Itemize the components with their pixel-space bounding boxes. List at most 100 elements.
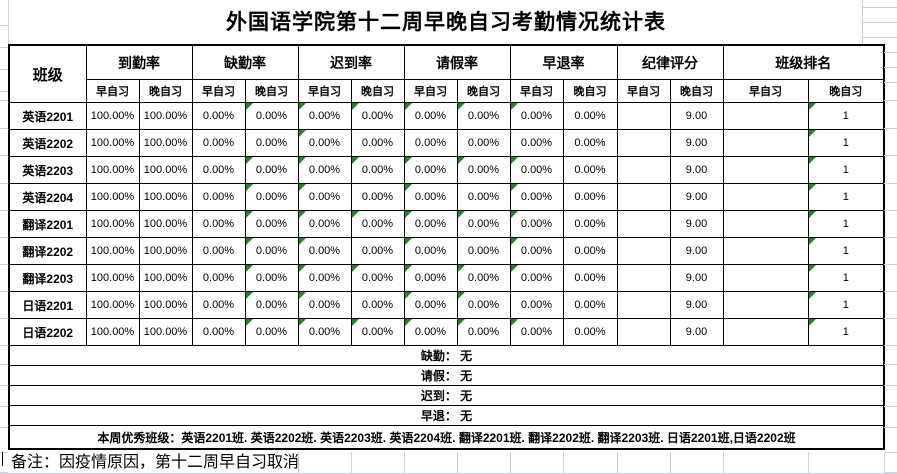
class-name-cell[interactable]: 日语2201 [8,291,87,319]
value-cell[interactable]: 0.00% [244,291,299,319]
class-name-cell[interactable]: 英语2202 [8,129,87,157]
value-cell[interactable]: 1 [807,129,885,157]
value-cell[interactable]: 0.00% [297,264,352,292]
header-sub[interactable]: 晚自习 [350,79,405,103]
value-cell[interactable]: 0.00% [350,237,405,265]
value-cell[interactable]: 0.00% [191,129,246,157]
value-cell[interactable]: 0.00% [350,156,405,184]
class-name-cell[interactable]: 翻译2203 [8,264,87,292]
value-cell[interactable] [722,264,809,292]
value-cell[interactable]: 1 [807,102,885,130]
value-cell[interactable]: 0.00% [509,102,564,130]
value-cell[interactable]: 0.00% [403,210,458,238]
value-cell[interactable] [722,102,809,130]
header-sub[interactable]: 晚自习 [562,79,618,103]
header-class[interactable]: 班级 [8,44,87,103]
value-cell[interactable]: 0.00% [244,183,299,211]
value-cell[interactable] [722,183,809,211]
class-name-cell[interactable]: 翻译2202 [8,237,87,265]
value-cell[interactable]: 9.00 [669,129,724,157]
value-cell[interactable]: 0.00% [562,264,618,292]
value-cell[interactable]: 9.00 [669,291,724,319]
summary-cell[interactable]: 缺勤： 无 [8,345,885,366]
value-cell[interactable]: 100.00% [138,264,193,292]
summary-cell[interactable]: 迟到： 无 [8,385,885,406]
value-cell[interactable]: 0.00% [350,102,405,130]
value-cell[interactable]: 100.00% [138,129,193,157]
value-cell[interactable]: 0.00% [403,237,458,265]
header-sub[interactable]: 早自习 [616,79,671,103]
header-sub[interactable]: 早自习 [85,79,140,103]
value-cell[interactable]: 0.00% [350,291,405,319]
value-cell[interactable] [616,156,671,184]
value-cell[interactable]: 100.00% [85,129,140,157]
value-cell[interactable]: 0.00% [509,210,564,238]
value-cell[interactable] [722,129,809,157]
value-cell[interactable]: 0.00% [509,237,564,265]
value-cell[interactable]: 1 [807,237,885,265]
value-cell[interactable]: 0.00% [562,129,618,157]
value-cell[interactable]: 0.00% [297,237,352,265]
value-cell[interactable]: 0.00% [191,183,246,211]
value-cell[interactable]: 1 [807,210,885,238]
value-cell[interactable]: 0.00% [244,156,299,184]
class-name-cell[interactable]: 英语2203 [8,156,87,184]
value-cell[interactable]: 0.00% [509,129,564,157]
value-cell[interactable]: 0.00% [191,102,246,130]
value-cell[interactable]: 0.00% [456,264,511,292]
value-cell[interactable]: 0.00% [244,237,299,265]
value-cell[interactable]: 0.00% [562,291,618,319]
header-group[interactable]: 缺勤率 [191,44,299,80]
value-cell[interactable]: 100.00% [85,156,140,184]
class-name-cell[interactable]: 英语2204 [8,183,87,211]
value-cell[interactable]: 0.00% [456,129,511,157]
value-cell[interactable]: 100.00% [85,102,140,130]
value-cell[interactable]: 0.00% [191,210,246,238]
value-cell[interactable]: 0.00% [403,318,458,346]
header-group[interactable]: 班级排名 [722,44,885,80]
header-group[interactable]: 到勤率 [85,44,193,80]
header-sub[interactable]: 早自习 [722,79,809,103]
value-cell[interactable]: 0.00% [191,291,246,319]
value-cell[interactable]: 9.00 [669,264,724,292]
value-cell[interactable]: 0.00% [456,210,511,238]
class-name-cell[interactable]: 英语2201 [8,102,87,130]
value-cell[interactable]: 0.00% [297,156,352,184]
value-cell[interactable]: 9.00 [669,156,724,184]
value-cell[interactable] [616,183,671,211]
value-cell[interactable]: 0.00% [297,318,352,346]
value-cell[interactable] [616,129,671,157]
value-cell[interactable]: 0.00% [456,183,511,211]
value-cell[interactable]: 0.00% [562,318,618,346]
class-name-cell[interactable]: 翻译2201 [8,210,87,238]
value-cell[interactable] [616,318,671,346]
value-cell[interactable]: 0.00% [509,318,564,346]
value-cell[interactable]: 0.00% [403,102,458,130]
header-sub[interactable]: 晚自习 [456,79,511,103]
value-cell[interactable]: 0.00% [244,102,299,130]
value-cell[interactable] [616,264,671,292]
value-cell[interactable]: 100.00% [85,264,140,292]
value-cell[interactable] [722,291,809,319]
value-cell[interactable]: 0.00% [562,237,618,265]
value-cell[interactable]: 0.00% [456,237,511,265]
header-sub[interactable]: 晚自习 [807,79,885,103]
value-cell[interactable]: 1 [807,183,885,211]
value-cell[interactable] [722,318,809,346]
excellent-classes-cell[interactable]: 本周优秀班级：英语2201班. 英语2202班. 英语2203班. 英语2204… [8,425,885,450]
value-cell[interactable]: 0.00% [244,318,299,346]
class-name-cell[interactable]: 日语2202 [8,318,87,346]
value-cell[interactable]: 9.00 [669,102,724,130]
value-cell[interactable]: 0.00% [403,291,458,319]
header-sub[interactable]: 早自习 [509,79,564,103]
value-cell[interactable]: 0.00% [244,129,299,157]
value-cell[interactable] [616,237,671,265]
header-sub[interactable]: 早自习 [191,79,246,103]
value-cell[interactable]: 100.00% [138,210,193,238]
value-cell[interactable]: 0.00% [403,183,458,211]
value-cell[interactable]: 0.00% [562,156,618,184]
value-cell[interactable]: 0.00% [297,210,352,238]
value-cell[interactable]: 1 [807,156,885,184]
value-cell[interactable]: 0.00% [297,129,352,157]
value-cell[interactable]: 0.00% [191,318,246,346]
